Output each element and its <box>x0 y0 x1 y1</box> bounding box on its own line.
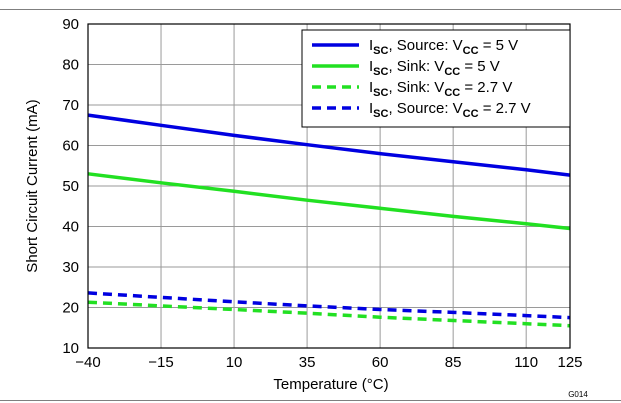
y-tick-label: 20 <box>62 300 79 317</box>
legend-subscript: CC <box>463 108 479 120</box>
y-tick-label: 40 <box>62 219 79 236</box>
figure-id: G014 <box>568 390 588 399</box>
x-tick-label: 10 <box>226 354 243 371</box>
x-tick-label: 110 <box>514 354 538 371</box>
legend-subscript: SC <box>373 45 388 57</box>
series-line <box>87 291 571 320</box>
legend-text: , Source: V <box>388 37 462 54</box>
y-tick-label: 70 <box>62 97 79 114</box>
series-layer <box>87 113 571 328</box>
y-tick-label: 30 <box>62 259 79 276</box>
y-axis-label: Short Circuit Current (mA) <box>24 99 41 272</box>
legend-text: , Sink: V <box>388 79 444 96</box>
legend-text: , Sink: V <box>388 58 444 75</box>
legend-subscript: CC <box>444 87 460 99</box>
x-axis-label: Temperature (°C) <box>273 376 388 393</box>
legend-text: I <box>369 37 373 54</box>
series-line <box>87 172 571 231</box>
legend-text: I <box>369 100 373 117</box>
y-tick-label: 50 <box>62 178 79 195</box>
legend-text: I <box>369 79 373 96</box>
x-tick-label: 125 <box>557 354 582 371</box>
top-rule <box>0 9 621 10</box>
legend-text: = 5 V <box>479 37 519 54</box>
legend-text: I <box>369 58 373 75</box>
legend-entry: ISC, Sink: VCC = 2.7 V <box>369 79 512 99</box>
x-tick-label: −15 <box>148 354 173 371</box>
legend-subscript: CC <box>444 66 460 78</box>
legend-subscript: CC <box>463 45 479 57</box>
legend-entry: ISC, Source: VCC = 5 V <box>369 37 518 57</box>
y-tick-labels: 10 20 30 40 50 60 70 80 90 <box>62 16 79 357</box>
bottom-rule <box>0 400 621 401</box>
x-tick-label: 35 <box>299 354 316 371</box>
series-line <box>87 300 571 328</box>
legend-subscript: SC <box>373 66 388 78</box>
series-line <box>87 113 571 177</box>
y-tick-label: 90 <box>62 16 79 33</box>
x-tick-label: 60 <box>372 354 389 371</box>
legend-text: = 2.7 V <box>460 79 512 96</box>
legend-subscript: SC <box>373 108 388 120</box>
legend-text: , Source: V <box>388 100 462 117</box>
y-tick-label: 10 <box>62 340 79 357</box>
legend-text: = 5 V <box>460 58 500 75</box>
y-tick-label: 60 <box>62 138 79 155</box>
legend-entry: ISC, Sink: VCC = 5 V <box>369 58 500 78</box>
plot-frame <box>87 23 571 349</box>
legend-text: = 2.7 V <box>479 100 531 117</box>
x-tick-labels: −40 −15 10 35 60 85 110 125 <box>75 354 582 371</box>
x-tick-label: −40 <box>75 354 100 371</box>
x-tick-label: 85 <box>445 354 462 371</box>
y-tick-label: 80 <box>62 57 79 74</box>
legend-subscript: SC <box>373 87 388 99</box>
legend-entry: ISC, Source: VCC = 2.7 V <box>369 100 531 120</box>
